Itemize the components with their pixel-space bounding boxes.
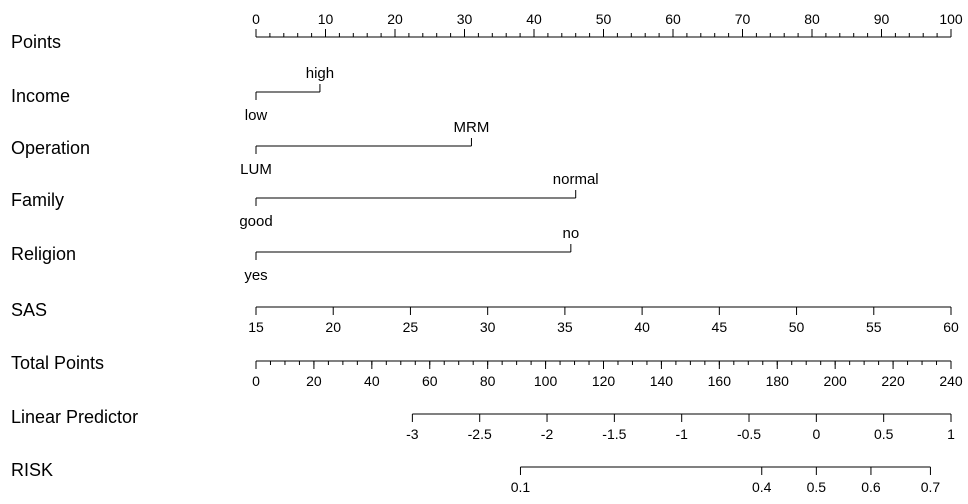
sas-tick-label: 25 bbox=[403, 319, 419, 335]
row-label-sas: SAS bbox=[11, 300, 47, 320]
points-tick-label: 80 bbox=[804, 11, 820, 27]
sas-tick-label: 60 bbox=[943, 319, 959, 335]
risk-tick-label: 0.5 bbox=[807, 479, 827, 495]
row-label-risk: RISK bbox=[11, 460, 53, 480]
total_points-tick-label: 0 bbox=[252, 373, 260, 389]
sas-tick-label: 20 bbox=[325, 319, 341, 335]
risk-tick-label: 0.6 bbox=[861, 479, 881, 495]
total_points-tick-label: 120 bbox=[592, 373, 616, 389]
family-level-label: normal bbox=[553, 171, 599, 188]
linear_predictor-tick-label: 1 bbox=[947, 426, 955, 442]
linear_predictor-tick-label: -3 bbox=[406, 426, 419, 442]
row-label-operation: Operation bbox=[11, 138, 90, 158]
total_points-tick-label: 80 bbox=[480, 373, 496, 389]
linear_predictor-tick-label: -1 bbox=[675, 426, 688, 442]
row-label-family: Family bbox=[11, 190, 64, 210]
income-level-label: high bbox=[306, 65, 334, 82]
operation-level-label: LUM bbox=[240, 161, 272, 178]
sas-tick-label: 40 bbox=[634, 319, 650, 335]
linear_predictor-tick-label: -0.5 bbox=[737, 426, 761, 442]
total_points-tick-label: 240 bbox=[939, 373, 963, 389]
family-level-label: good bbox=[239, 213, 272, 230]
total_points-tick-label: 140 bbox=[650, 373, 674, 389]
points-tick-label: 0 bbox=[252, 11, 260, 27]
linear_predictor-tick-label: -2 bbox=[541, 426, 554, 442]
row-label-income: Income bbox=[11, 86, 70, 106]
row-label-total-points: Total Points bbox=[11, 353, 104, 373]
points-tick-label: 90 bbox=[874, 11, 890, 27]
income-level-label: low bbox=[245, 107, 268, 124]
total_points-tick-label: 60 bbox=[422, 373, 438, 389]
total_points-tick-label: 220 bbox=[881, 373, 905, 389]
total_points-tick-label: 180 bbox=[766, 373, 790, 389]
total_points-tick-label: 200 bbox=[823, 373, 847, 389]
linear_predictor-tick-label: -1.5 bbox=[602, 426, 626, 442]
row-label-religion: Religion bbox=[11, 244, 76, 264]
points-tick-label: 70 bbox=[735, 11, 751, 27]
sas-tick-label: 35 bbox=[557, 319, 573, 335]
total_points-tick-label: 100 bbox=[534, 373, 558, 389]
row-label-points: Points bbox=[11, 32, 61, 52]
risk-tick-label: 0.7 bbox=[921, 479, 941, 495]
total_points-tick-label: 40 bbox=[364, 373, 380, 389]
points-tick-label: 50 bbox=[596, 11, 612, 27]
row-label-linear-predictor: Linear Predictor bbox=[11, 407, 138, 427]
risk-tick-label: 0.4 bbox=[752, 479, 772, 495]
sas-tick-label: 55 bbox=[866, 319, 882, 335]
sas-tick-label: 15 bbox=[248, 319, 264, 335]
linear_predictor-tick-label: 0 bbox=[812, 426, 820, 442]
points-tick-label: 40 bbox=[526, 11, 542, 27]
sas-tick-label: 50 bbox=[789, 319, 805, 335]
points-tick-label: 30 bbox=[457, 11, 473, 27]
sas-tick-label: 30 bbox=[480, 319, 496, 335]
total_points-tick-label: 20 bbox=[306, 373, 322, 389]
points-tick-label: 100 bbox=[939, 11, 963, 27]
linear_predictor-tick-label: 0.5 bbox=[874, 426, 894, 442]
religion-level-label: no bbox=[562, 225, 579, 242]
total_points-tick-label: 160 bbox=[708, 373, 732, 389]
points-tick-label: 20 bbox=[387, 11, 403, 27]
religion-level-label: yes bbox=[244, 267, 267, 284]
linear_predictor-tick-label: -2.5 bbox=[468, 426, 492, 442]
operation-level-label: MRM bbox=[454, 119, 490, 136]
sas-tick-label: 45 bbox=[712, 319, 728, 335]
points-tick-label: 60 bbox=[665, 11, 681, 27]
risk-tick-label: 0.1 bbox=[511, 479, 531, 495]
points-tick-label: 10 bbox=[318, 11, 334, 27]
nomogram-marks: 0 10 20 30 40 50 60 70 80 90 100lowhighLUMMRMgoodn… bbox=[239, 11, 963, 495]
row-labels: Points Income Operation Family Religion … bbox=[11, 32, 138, 480]
